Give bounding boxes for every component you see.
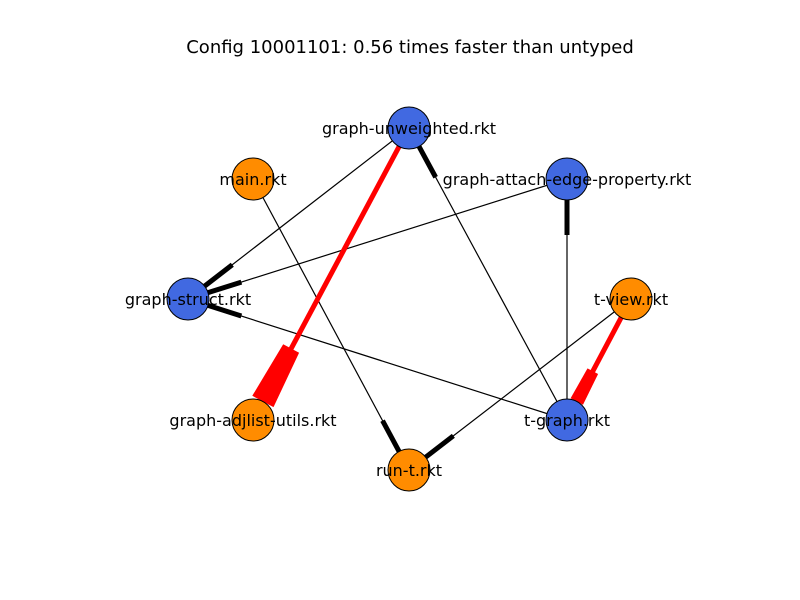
- node-circle: [231, 157, 275, 201]
- edge-layer: [187, 127, 632, 471]
- node-t-view: t-view.rkt: [594, 277, 668, 321]
- edge-line: [187, 178, 568, 300]
- node-graph-struct: graph-struct.rkt: [125, 277, 251, 321]
- edge-arrowhead: [380, 419, 402, 453]
- edge-main-to-run-t: [252, 178, 410, 471]
- edge-t-graph-to-graph-unweighted: [408, 127, 568, 421]
- node-label: graph-struct.rkt: [125, 290, 251, 309]
- node-graph-unweighted: graph-unweighted.rkt: [322, 106, 496, 150]
- node-layer: graph-unweighted.rkt main.rkt graph-attach…: [125, 106, 692, 492]
- node-circle: [387, 448, 431, 492]
- edge-t-graph-to-graph-struct: [187, 298, 568, 421]
- node-circle: [231, 398, 275, 442]
- edge-t-view-to-t-graph: [570, 316, 624, 405]
- node-circle: [166, 277, 210, 321]
- edge-graph-attach-edge-property-to-graph-struct: [187, 178, 568, 300]
- node-label: main.rkt: [219, 170, 286, 189]
- edge-arrowhead: [416, 145, 438, 179]
- node-label: graph-attach-edge-property.rkt: [443, 170, 692, 189]
- node-graph-attach-edge-property: graph-attach-edge-property.rkt: [443, 157, 692, 201]
- edge-graph-unweighted-to-graph-struct: [187, 127, 410, 300]
- edge-arrowhead: [203, 262, 234, 289]
- node-label: graph-unweighted.rkt: [322, 119, 496, 138]
- edge-arrowhead-slow: [252, 344, 300, 408]
- diagram-title: Config 10001101: 0.56 times faster than …: [186, 37, 634, 58]
- node-label: graph-adjlist-utils.rkt: [169, 411, 336, 430]
- edge-arrowhead: [424, 433, 455, 460]
- node-circle: [387, 106, 431, 150]
- node-run-t: run-t.rkt: [376, 448, 442, 492]
- edge-arrowhead: [207, 279, 243, 296]
- node-circle: [545, 398, 589, 442]
- node-circle: [545, 157, 589, 201]
- node-label: run-t.rkt: [376, 461, 442, 480]
- node-graph-adjlist-utils: graph-adjlist-utils.rkt: [169, 398, 337, 442]
- node-main: main.rkt: [219, 157, 287, 201]
- edge-line: [187, 298, 568, 421]
- node-circle: [609, 277, 653, 321]
- edge-t-view-to-run-t: [408, 298, 632, 471]
- node-label: t-view.rkt: [594, 290, 668, 309]
- edge-arrowhead-slow: [570, 368, 599, 405]
- node-label: t-graph.rkt: [524, 411, 610, 430]
- edge-graph-unweighted-to-graph-adjlist-utils: [252, 145, 402, 408]
- edge-arrowhead: [207, 303, 243, 319]
- node-t-graph: t-graph.rkt: [524, 398, 610, 442]
